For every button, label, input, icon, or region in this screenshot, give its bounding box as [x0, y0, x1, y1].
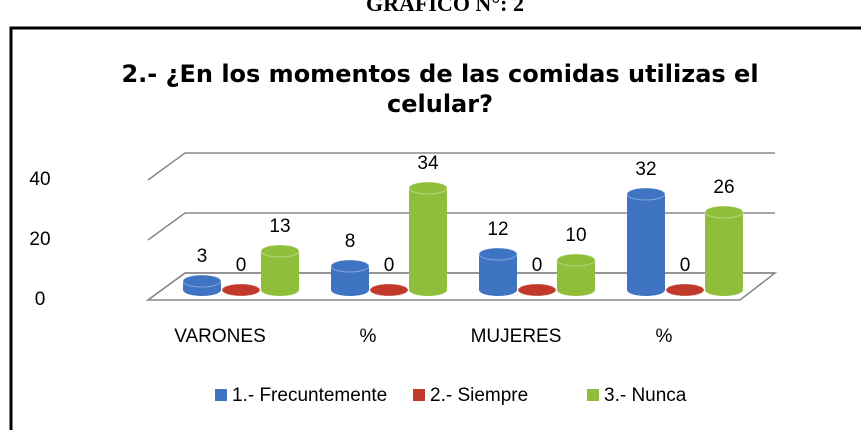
bar-top	[556, 253, 596, 267]
bar-top	[408, 181, 448, 195]
grid-line	[147, 212, 775, 241]
chart-title: 2.- ¿En los momentos de las comidas util…	[121, 60, 758, 118]
x-tick-label: %	[360, 326, 377, 347]
value-label: 32	[635, 159, 656, 180]
legend-label: 1.- Frecuntemente	[232, 385, 387, 406]
bar-top	[260, 244, 300, 258]
bar	[627, 194, 665, 290]
y-tick-label: 40	[29, 169, 50, 190]
x-tick-label: %	[656, 326, 673, 347]
value-label: 26	[713, 177, 734, 198]
legend-label: 2.- Siempre	[430, 385, 528, 406]
value-label: 34	[417, 153, 439, 174]
bar-top	[221, 283, 261, 297]
bar-top	[626, 187, 666, 201]
x-tick-label: MUJERES	[471, 326, 562, 347]
bar	[705, 212, 743, 290]
legend-label: 3.- Nunca	[604, 385, 687, 406]
bar-top	[517, 283, 557, 297]
y-tick-label: 0	[35, 289, 46, 310]
value-label: 13	[269, 216, 290, 237]
value-label: 3	[197, 246, 208, 267]
value-label: 12	[487, 219, 508, 240]
bar	[409, 188, 447, 290]
value-label: 0	[236, 255, 247, 276]
legend-swatch	[413, 389, 425, 401]
x-tick-label: VARONES	[174, 326, 266, 347]
value-label: 10	[565, 225, 586, 246]
page-header: GRÁFICO N°: 2	[366, 0, 524, 16]
chart-frame	[9, 26, 861, 430]
value-label: 0	[532, 255, 543, 276]
bar-top	[478, 247, 518, 261]
legend-swatch	[215, 389, 227, 401]
legend-swatch	[587, 389, 599, 401]
bar-top	[665, 283, 705, 297]
y-tick-label: 20	[29, 229, 50, 250]
value-label: 0	[384, 255, 395, 276]
bar	[261, 251, 299, 290]
grid-line	[147, 152, 775, 181]
bar-top	[330, 259, 370, 273]
bar-top	[704, 205, 744, 219]
value-label: 0	[680, 255, 691, 276]
bar-top	[182, 274, 222, 288]
value-label: 8	[345, 231, 356, 252]
bar-top	[369, 283, 409, 297]
